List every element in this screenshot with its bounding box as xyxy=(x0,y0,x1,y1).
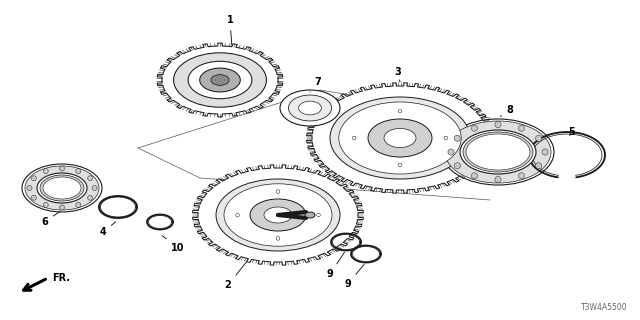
Circle shape xyxy=(398,109,402,113)
Ellipse shape xyxy=(40,175,84,201)
Text: 3: 3 xyxy=(395,67,401,82)
Circle shape xyxy=(472,125,477,131)
Circle shape xyxy=(495,176,501,183)
Ellipse shape xyxy=(466,134,530,170)
Ellipse shape xyxy=(442,119,554,185)
Circle shape xyxy=(236,213,239,217)
Ellipse shape xyxy=(211,75,229,85)
Circle shape xyxy=(44,169,48,174)
Circle shape xyxy=(76,169,81,174)
Ellipse shape xyxy=(173,53,266,107)
Text: 2: 2 xyxy=(225,262,246,290)
Ellipse shape xyxy=(445,121,551,183)
Circle shape xyxy=(60,205,65,210)
Circle shape xyxy=(536,163,542,169)
Ellipse shape xyxy=(463,132,533,172)
Circle shape xyxy=(88,195,93,200)
Text: 7: 7 xyxy=(310,77,321,92)
Text: 5: 5 xyxy=(568,127,575,137)
Circle shape xyxy=(542,149,548,155)
Circle shape xyxy=(398,163,402,167)
Text: T3W4A5500: T3W4A5500 xyxy=(581,303,628,312)
Circle shape xyxy=(317,213,320,217)
Ellipse shape xyxy=(224,184,332,246)
Ellipse shape xyxy=(37,173,87,203)
Circle shape xyxy=(454,163,460,169)
Circle shape xyxy=(27,186,32,190)
Circle shape xyxy=(76,202,81,207)
Circle shape xyxy=(472,173,477,179)
Circle shape xyxy=(518,125,525,131)
Circle shape xyxy=(276,236,280,240)
Polygon shape xyxy=(193,165,364,265)
Ellipse shape xyxy=(368,119,432,157)
Text: FR.: FR. xyxy=(52,273,70,283)
Ellipse shape xyxy=(330,97,470,179)
Ellipse shape xyxy=(299,101,321,115)
Ellipse shape xyxy=(216,179,340,251)
Ellipse shape xyxy=(280,90,340,126)
Ellipse shape xyxy=(250,199,306,231)
Circle shape xyxy=(276,190,280,193)
Circle shape xyxy=(454,135,460,141)
Circle shape xyxy=(448,149,454,155)
Ellipse shape xyxy=(264,207,292,223)
Polygon shape xyxy=(157,43,283,117)
Circle shape xyxy=(44,202,48,207)
Text: 8: 8 xyxy=(500,105,513,116)
Circle shape xyxy=(536,135,542,141)
Circle shape xyxy=(31,195,36,200)
Circle shape xyxy=(518,173,525,179)
Text: 4: 4 xyxy=(100,222,116,237)
Ellipse shape xyxy=(460,130,536,174)
Text: 6: 6 xyxy=(42,212,60,227)
Text: 9: 9 xyxy=(344,264,364,289)
Circle shape xyxy=(60,166,65,171)
Ellipse shape xyxy=(305,212,315,218)
Ellipse shape xyxy=(188,61,252,99)
Polygon shape xyxy=(307,83,493,193)
Ellipse shape xyxy=(22,164,102,212)
Ellipse shape xyxy=(25,166,99,210)
Circle shape xyxy=(31,176,36,181)
Circle shape xyxy=(88,176,93,181)
Text: 10: 10 xyxy=(162,236,185,253)
Text: 1: 1 xyxy=(227,15,234,45)
Ellipse shape xyxy=(384,129,416,148)
Ellipse shape xyxy=(43,177,81,199)
Circle shape xyxy=(92,186,97,190)
Circle shape xyxy=(495,121,501,128)
Ellipse shape xyxy=(289,95,332,121)
Circle shape xyxy=(352,136,356,140)
Text: 9: 9 xyxy=(326,252,344,279)
Ellipse shape xyxy=(200,68,240,92)
Circle shape xyxy=(444,136,448,140)
Ellipse shape xyxy=(339,102,461,174)
